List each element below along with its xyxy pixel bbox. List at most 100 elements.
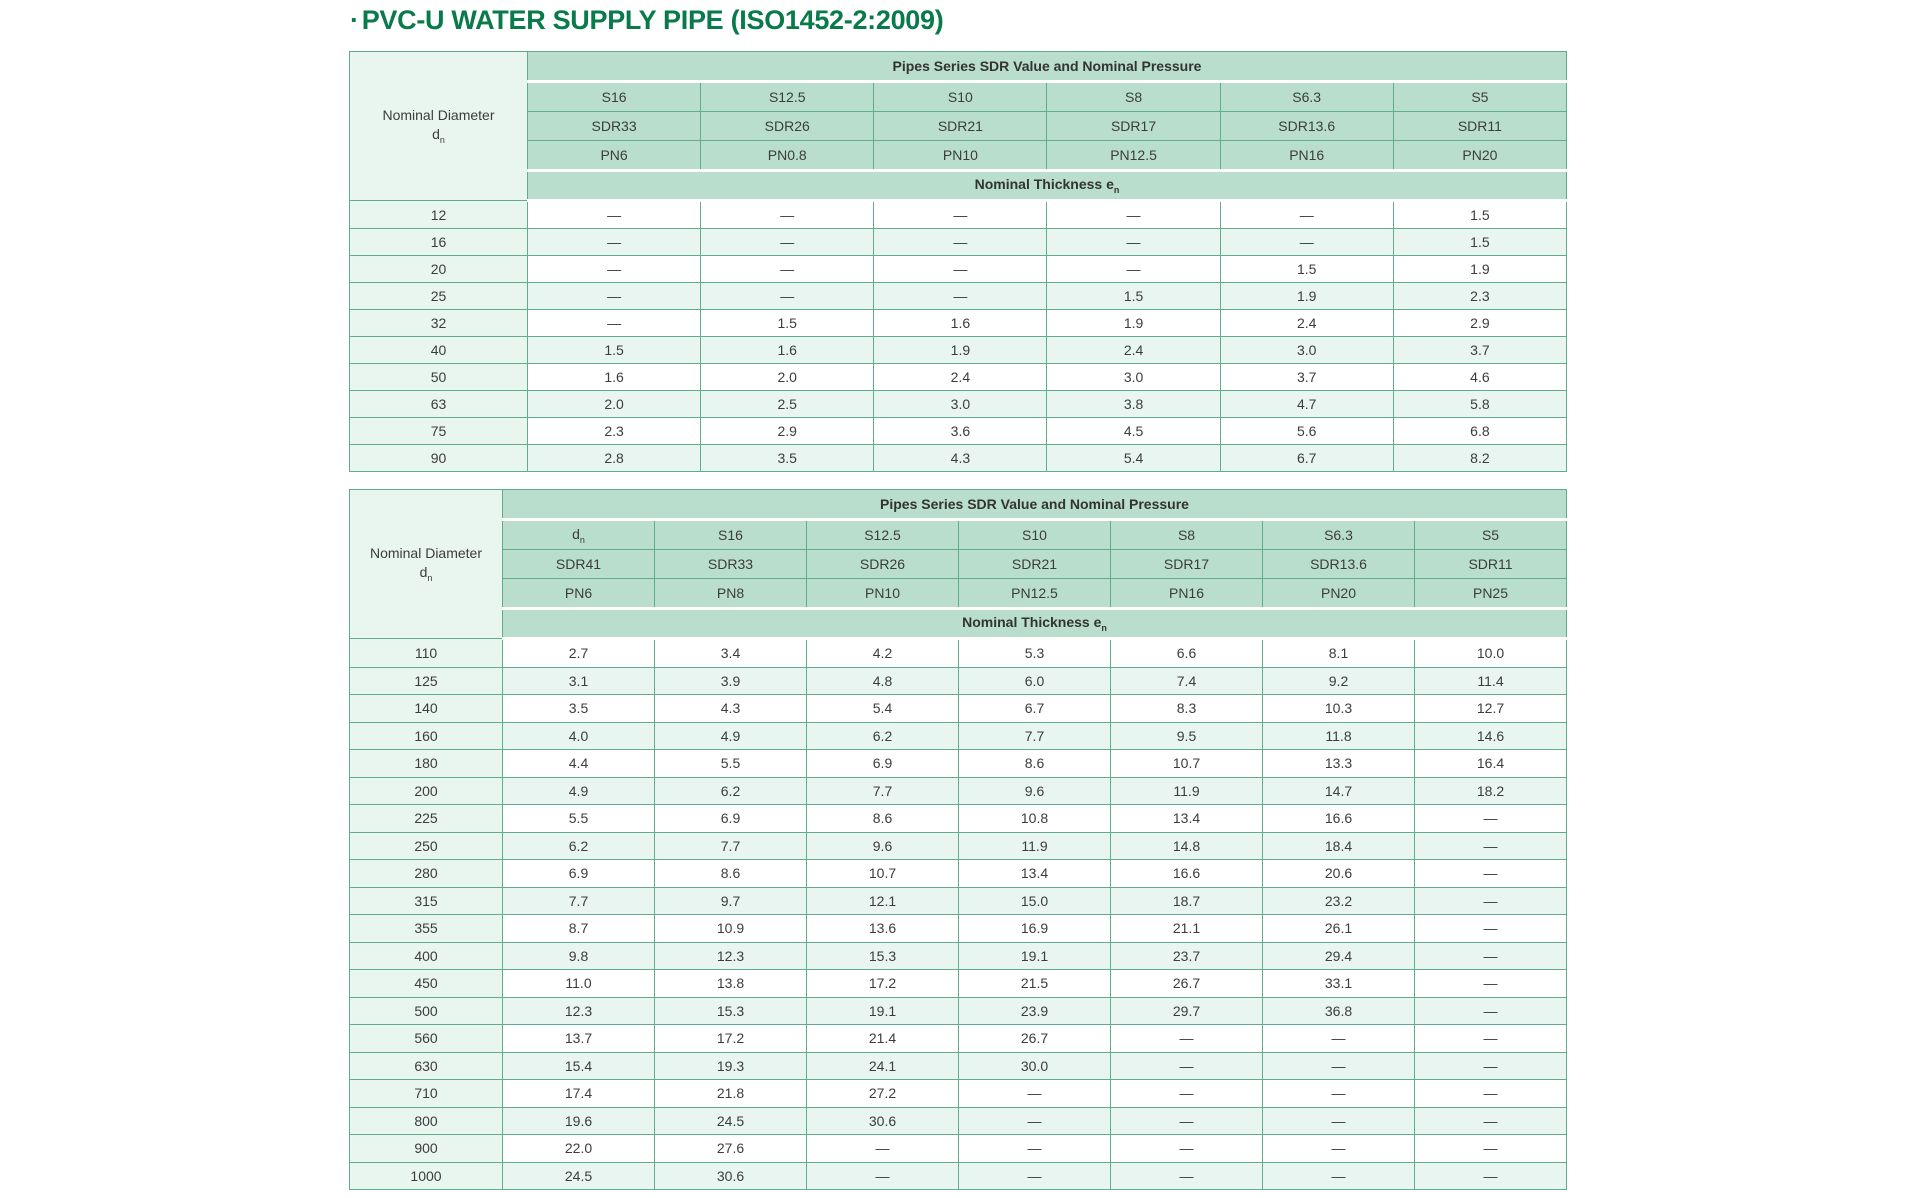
dn-cell: 12 bbox=[349, 200, 528, 229]
value-cell: 16.4 bbox=[1414, 749, 1567, 778]
dn-cell: 1000 bbox=[349, 1161, 503, 1190]
pn-header-cell: PN12.5 bbox=[958, 578, 1111, 610]
value-cell: — bbox=[1262, 1024, 1415, 1053]
value-cell: 2.5 bbox=[700, 390, 875, 418]
value-cell: 6.9 bbox=[654, 804, 807, 833]
table-row: 560 13.7 17.2 21.4 26.7— — — bbox=[349, 1024, 1567, 1053]
dn-cell: 25 bbox=[349, 282, 528, 310]
value-cell: 12.7 bbox=[1414, 694, 1567, 723]
value-cell: 1.6 bbox=[526, 363, 702, 391]
dn-cell: 250 bbox=[349, 831, 503, 860]
value-cell: 1.5 bbox=[1046, 282, 1221, 310]
value-cell: 5.8 bbox=[1392, 390, 1568, 418]
corner-label-line2: dn bbox=[432, 125, 445, 145]
value-cell: — bbox=[1110, 1106, 1263, 1135]
value-cell: — bbox=[526, 255, 702, 283]
dn-cell: 315 bbox=[349, 886, 503, 915]
value-cell: 10.9 bbox=[654, 914, 807, 943]
table-row: 400 9.8 12.3 15.3 19.1 23.7 29.4— bbox=[349, 941, 1567, 970]
series-title-cell: Pipes Series SDR Value and Nominal Press… bbox=[527, 51, 1567, 83]
sdr-header-cell: SDR17 bbox=[1110, 549, 1263, 579]
value-cell: 2.0 bbox=[526, 390, 702, 418]
value-cell: 12.3 bbox=[502, 996, 655, 1025]
sdr-header-cell: SDR13.6 bbox=[1262, 549, 1415, 579]
value-cell: 15.0 bbox=[958, 886, 1111, 915]
value-cell: 1.6 bbox=[873, 309, 1048, 337]
value-cell: 11.8 bbox=[1262, 721, 1415, 750]
value-cell: 3.7 bbox=[1219, 363, 1394, 391]
value-cell: 1.5 bbox=[700, 309, 875, 337]
dn-cell: 50 bbox=[349, 363, 528, 391]
value-cell: 19.6 bbox=[502, 1106, 655, 1135]
value-cell: — bbox=[958, 1161, 1111, 1190]
value-cell: 20.6 bbox=[1262, 859, 1415, 888]
value-cell: 24.5 bbox=[654, 1106, 807, 1135]
value-cell: 14.6 bbox=[1414, 721, 1567, 750]
value-cell: 5.5 bbox=[654, 749, 807, 778]
corner-label-line1: Nominal Diameter bbox=[369, 545, 483, 562]
value-cell: 3.6 bbox=[873, 417, 1048, 445]
s-header-cell: S5 bbox=[1392, 81, 1568, 112]
value-cell: 4.4 bbox=[502, 749, 655, 778]
value-cell: — bbox=[1110, 1134, 1263, 1163]
value-cell: 7.7 bbox=[654, 831, 807, 860]
value-cell: 4.3 bbox=[873, 444, 1048, 472]
nominal-thickness-band: Nominal Thickness en bbox=[527, 170, 1567, 202]
value-cell: — bbox=[700, 200, 875, 229]
value-cell: 11.9 bbox=[958, 831, 1111, 860]
table-row: 110 2.7 3.4 4.2 5.3 6.6 8.1 10.0 bbox=[349, 638, 1567, 668]
table-row: 16— — — — —1.5 bbox=[349, 228, 1568, 256]
value-cell: 16.6 bbox=[1110, 859, 1263, 888]
value-cell: 11.0 bbox=[502, 969, 655, 998]
value-cell: 7.4 bbox=[1110, 666, 1263, 695]
header-row-series-title: Nominal Diameter dn Pipes Series SDR Value… bbox=[349, 51, 1567, 201]
header-row-s: dn S16 S12.5 S10 S8 S6.3 S5 bbox=[350, 519, 1567, 550]
dn-cell: 110 bbox=[349, 638, 503, 668]
sdr-header-cell: SDR41 bbox=[502, 549, 655, 579]
table-row: 630 15.4 19.3 24.1 30.0— — — bbox=[349, 1051, 1567, 1080]
pn-header-cell: PN12.5 bbox=[1046, 140, 1221, 172]
sdr-header-cell: SDR11 bbox=[1414, 549, 1567, 579]
value-cell: — bbox=[873, 200, 1048, 229]
dn-cell: 710 bbox=[349, 1079, 503, 1108]
sdr-header-cell: SDR26 bbox=[700, 111, 875, 141]
value-cell: — bbox=[526, 200, 702, 229]
s-header-cell: dn bbox=[502, 519, 655, 550]
value-cell: — bbox=[873, 228, 1048, 256]
value-cell: 9.7 bbox=[654, 886, 807, 915]
value-cell: 8.6 bbox=[654, 859, 807, 888]
value-cell: 6.7 bbox=[1219, 444, 1394, 472]
value-cell: 5.4 bbox=[806, 694, 959, 723]
dn-cell: 63 bbox=[349, 390, 528, 418]
table-row: 40 1.5 1.6 1.9 2.4 3.0 3.7 bbox=[349, 336, 1568, 364]
value-cell: 1.9 bbox=[1392, 255, 1568, 283]
value-cell: 5.4 bbox=[1046, 444, 1221, 472]
dn-cell: 16 bbox=[349, 228, 528, 256]
dn-cell: 180 bbox=[349, 749, 503, 778]
value-cell: 19.1 bbox=[806, 996, 959, 1025]
table-row: 280 6.9 8.6 10.7 13.4 16.6 20.6— bbox=[349, 859, 1567, 888]
value-cell: 15.3 bbox=[806, 941, 959, 970]
value-cell: 8.7 bbox=[502, 914, 655, 943]
value-cell: — bbox=[1262, 1161, 1415, 1190]
value-cell: 26.7 bbox=[1110, 969, 1263, 998]
value-cell: 8.2 bbox=[1392, 444, 1568, 472]
series-title-cell: Pipes Series SDR Value and Nominal Press… bbox=[502, 489, 1567, 521]
value-cell: 16.6 bbox=[1262, 804, 1415, 833]
sdr-header-cell: SDR33 bbox=[654, 549, 807, 579]
value-cell: 21.4 bbox=[806, 1024, 959, 1053]
value-cell: 10.0 bbox=[1414, 638, 1567, 668]
value-cell: — bbox=[1110, 1079, 1263, 1108]
value-cell: 4.2 bbox=[806, 638, 959, 668]
value-cell: 4.6 bbox=[1392, 363, 1568, 391]
value-cell: 3.1 bbox=[502, 666, 655, 695]
value-cell: 15.3 bbox=[654, 996, 807, 1025]
value-cell: 3.5 bbox=[502, 694, 655, 723]
dn-cell: 90 bbox=[349, 444, 528, 472]
header-row-sdr: SDR33 SDR26 SDR21 SDR17 SDR13.6 SDR11 bbox=[350, 111, 1568, 141]
value-cell: 26.7 bbox=[958, 1024, 1111, 1053]
value-cell: 6.2 bbox=[502, 831, 655, 860]
value-cell: 6.0 bbox=[958, 666, 1111, 695]
value-cell: — bbox=[1046, 255, 1221, 283]
value-cell: 1.9 bbox=[873, 336, 1048, 364]
